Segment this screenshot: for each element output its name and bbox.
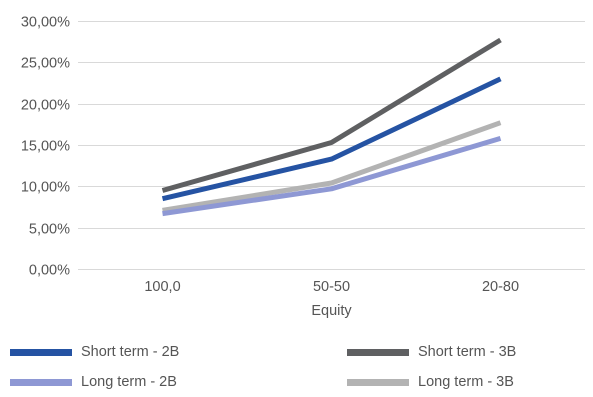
- legend-item-series-1: Short term - 3B: [347, 342, 516, 362]
- legend-label-series-2: Long term - 2B: [81, 374, 177, 390]
- x-axis-label: Equity: [311, 303, 352, 319]
- legend-item-series-0: Short term - 2B: [10, 342, 179, 362]
- legend-label-series-3: Long term - 3B: [418, 374, 514, 390]
- chart-legend: Short term - 2B Short term - 3B Long ter…: [0, 332, 593, 392]
- y-tick-label-2: 10,00%: [21, 180, 70, 196]
- legend-item-series-2: Long term - 2B: [10, 372, 177, 392]
- x-tick-label-1: 50-50: [313, 279, 350, 295]
- legend-swatch-series-0: [10, 348, 72, 356]
- series-line-2: [162, 136, 502, 217]
- x-tick-label-0: 100,0: [144, 279, 180, 295]
- legend-swatch-series-2: [10, 378, 72, 386]
- legend-label-series-0: Short term - 2B: [81, 344, 180, 360]
- y-tick-label-5: 25,00%: [21, 56, 70, 72]
- legend-swatch-series-1: [347, 348, 409, 356]
- y-tick-label-6: 30,00%: [21, 15, 70, 31]
- y-tick-label-1: 5,00%: [29, 222, 70, 238]
- series-line-3: [162, 120, 502, 213]
- y-tick-label-0: 0,00%: [29, 263, 70, 279]
- y-tick-label-4: 20,00%: [21, 98, 70, 114]
- legend-swatch-series-3: [347, 378, 409, 386]
- series-line-1: [161, 37, 502, 193]
- x-tick-label-2: 20-80: [482, 279, 519, 295]
- legend-item-series-3: Long term - 3B: [347, 372, 514, 392]
- series-line-0: [161, 76, 502, 202]
- y-tick-label-3: 15,00%: [21, 139, 70, 155]
- legend-label-series-1: Short term - 3B: [418, 344, 517, 360]
